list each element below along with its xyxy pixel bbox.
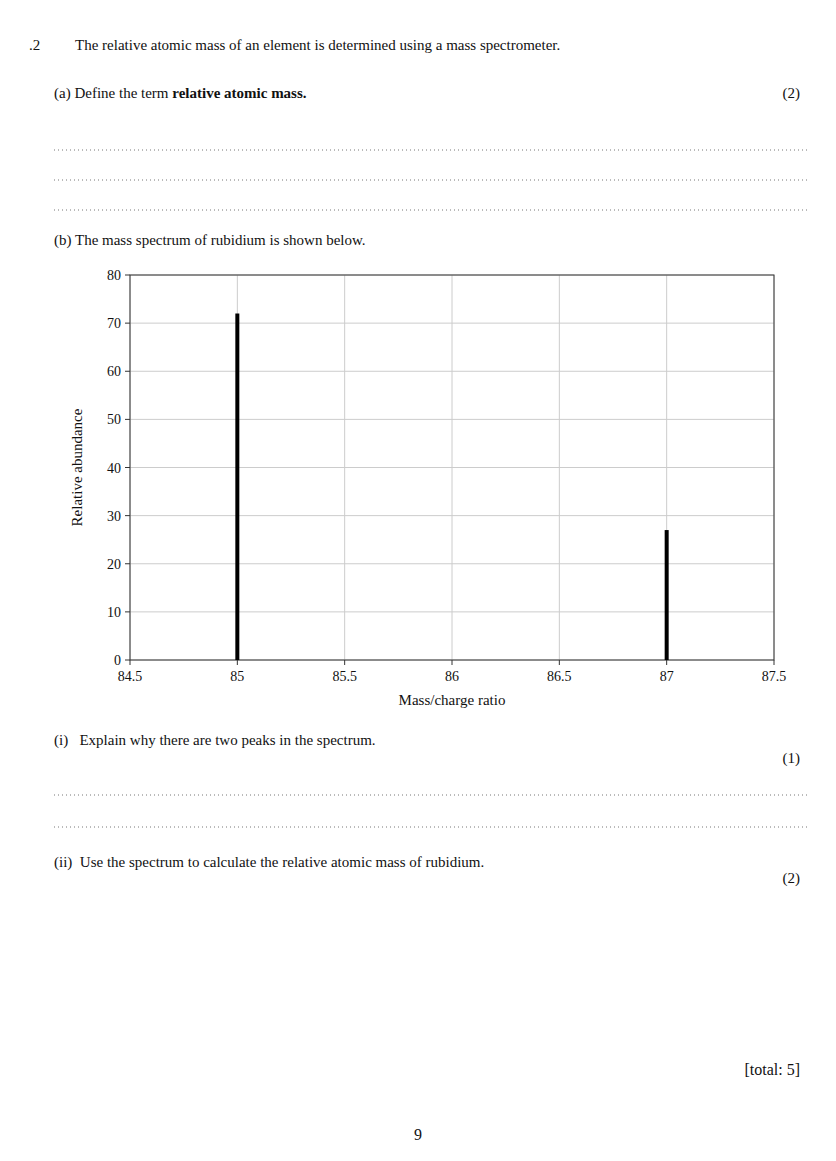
tick	[559, 660, 560, 665]
part-b-text: (b) The mass spectrum of rubidium is sho…	[54, 232, 366, 249]
peak-bar	[235, 314, 239, 661]
tick	[125, 275, 130, 276]
grid	[130, 275, 774, 660]
question-text: The relative atomic mass of an element i…	[75, 37, 560, 53]
part-a-text: (a) Define the term	[54, 85, 172, 102]
answer-line	[54, 150, 807, 151]
tick-label: 10	[107, 605, 121, 620]
grid-line	[452, 275, 453, 660]
tick-label: 0	[114, 653, 121, 668]
tick-label: 60	[107, 364, 121, 379]
tick	[125, 467, 130, 468]
part-i-text: (i) Explain why there are two peaks in t…	[54, 732, 376, 749]
part-ii-text: (ii) Use the spectrum to calculate the r…	[54, 854, 484, 871]
grid-line	[559, 275, 560, 660]
tick	[125, 660, 130, 661]
axes: 0 10 20 30 40 50 60 70 80 84.5 85 85.5 86 86.5 87 87.5	[107, 268, 786, 684]
tick-label: 85	[230, 669, 244, 684]
tick-label: 86.5	[547, 669, 572, 684]
tick	[125, 419, 130, 420]
tick-label: 86	[445, 669, 459, 684]
peaks	[235, 314, 668, 661]
tick	[125, 563, 130, 564]
tick	[130, 660, 131, 665]
marks: (2)	[783, 870, 801, 887]
answer-line	[54, 180, 807, 181]
tick-label: 80	[107, 268, 121, 283]
plot-frame	[130, 275, 774, 660]
marks: (1)	[783, 750, 801, 767]
tick-label: 20	[107, 557, 121, 572]
page: .2 The relative atomic mass of an element…	[0, 0, 836, 1161]
grid-line	[344, 275, 345, 660]
tick-label: 87	[660, 669, 674, 684]
y-axis-label: Relative abundance	[69, 408, 85, 526]
tick	[666, 660, 667, 665]
question-number: .2	[29, 37, 40, 53]
tick	[125, 371, 130, 372]
tick-label: 40	[107, 461, 121, 476]
tick	[125, 611, 130, 612]
part-a-term: relative atomic mass.	[172, 85, 307, 101]
x-axis-label: Mass/charge ratio	[399, 692, 506, 708]
tick-label: 87.5	[762, 669, 787, 684]
tick	[344, 660, 345, 665]
tick-label: 30	[107, 509, 121, 524]
answer-line	[54, 827, 807, 828]
tick-label: 70	[107, 316, 121, 331]
tick-label: 84.5	[118, 669, 143, 684]
tick-label: 50	[107, 412, 121, 427]
tick	[237, 660, 238, 665]
total-marks: [total: 5]	[744, 1061, 800, 1078]
tick	[774, 660, 775, 665]
tick	[452, 660, 453, 665]
tick	[125, 323, 130, 324]
peak-bar	[665, 530, 669, 660]
tick-label: 85.5	[332, 669, 357, 684]
marks: (2)	[783, 85, 801, 102]
answer-line	[54, 795, 807, 796]
page-number: 9	[414, 1126, 422, 1143]
answer-line	[54, 210, 807, 211]
tick	[125, 515, 130, 516]
